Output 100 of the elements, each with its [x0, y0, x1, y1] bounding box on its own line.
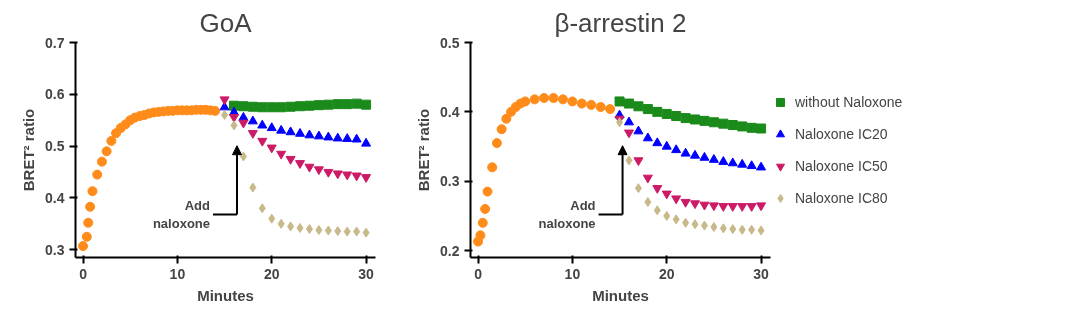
point [362, 227, 370, 238]
point [634, 183, 642, 194]
point [285, 101, 296, 112]
point [238, 101, 249, 112]
point [539, 92, 550, 103]
point [738, 224, 746, 235]
point [106, 135, 117, 146]
point [623, 98, 634, 109]
point [661, 108, 672, 119]
point [737, 203, 748, 212]
point [285, 126, 296, 136]
point [266, 122, 277, 132]
point [313, 100, 324, 111]
point [623, 129, 634, 139]
point [661, 190, 672, 200]
point [680, 113, 691, 124]
point [614, 96, 625, 107]
y-tick-label: 0.3 [45, 241, 65, 258]
point [323, 131, 334, 141]
point [491, 138, 502, 149]
point [257, 119, 268, 129]
point [238, 111, 249, 121]
legend-label: Naloxone IC20 [795, 125, 888, 142]
point [708, 202, 719, 212]
x-tick-label: 20 [263, 265, 280, 282]
point [92, 169, 103, 180]
point [652, 137, 663, 147]
point [477, 217, 488, 228]
point [718, 118, 729, 129]
legend-label: without Naloxone [795, 93, 903, 110]
point [653, 205, 661, 216]
point [642, 174, 653, 184]
y-tick-label: 0.5 [45, 138, 65, 155]
point [304, 129, 315, 139]
point [680, 147, 691, 157]
point [625, 155, 633, 166]
point [239, 151, 247, 162]
annotation: Add naloxone [538, 198, 596, 231]
point [586, 99, 597, 110]
point [247, 130, 258, 139]
point [699, 151, 710, 161]
point [276, 102, 287, 113]
point [323, 168, 334, 178]
x-axis-title: Minutes [197, 286, 254, 304]
point [268, 213, 276, 224]
point [567, 96, 578, 107]
point [342, 133, 353, 142]
x-axis-title: Minutes [592, 286, 649, 304]
point [247, 115, 258, 125]
point [642, 104, 653, 115]
point [332, 132, 343, 142]
y-axis-title: BRET² ratio [415, 108, 433, 192]
y-tick-label: 0.6 [45, 86, 65, 103]
y-tick-label: 0.4 [440, 103, 460, 120]
point [266, 144, 277, 154]
point [295, 101, 306, 112]
point [756, 202, 767, 212]
point [727, 157, 738, 167]
point [708, 154, 719, 163]
x-tick-label: 0 [79, 265, 88, 282]
x-tick-label: 10 [564, 265, 581, 282]
point [342, 99, 353, 110]
point [296, 222, 304, 233]
point [652, 185, 663, 194]
point [87, 186, 98, 197]
point [257, 102, 268, 113]
point [746, 160, 757, 170]
y-tick-label: 0.4 [45, 189, 65, 206]
point [480, 203, 491, 214]
chart-title: GoA [199, 7, 253, 38]
point [520, 96, 531, 107]
point [680, 198, 691, 208]
point [101, 146, 112, 157]
point [475, 230, 486, 241]
point [361, 137, 372, 147]
point [529, 94, 540, 105]
point [576, 98, 587, 109]
point [276, 150, 287, 160]
legend-label: Naloxone IC50 [795, 157, 888, 174]
point [258, 203, 266, 214]
x-tick-label: 20 [658, 265, 675, 282]
point [342, 171, 353, 181]
y-tick-label: 0.2 [440, 242, 460, 259]
point [332, 170, 343, 180]
point [633, 157, 644, 167]
point [756, 161, 767, 171]
x-tick-label: 0 [474, 265, 483, 282]
point [304, 163, 315, 173]
point [633, 101, 644, 112]
point [315, 225, 323, 236]
x-tick-label: 30 [753, 265, 770, 282]
x-tick-label: 10 [169, 265, 186, 282]
point [746, 122, 757, 133]
point [710, 221, 718, 232]
point [719, 223, 727, 234]
point [228, 114, 239, 123]
point [548, 92, 559, 103]
point [756, 123, 767, 134]
point [96, 156, 107, 167]
point [334, 226, 342, 237]
